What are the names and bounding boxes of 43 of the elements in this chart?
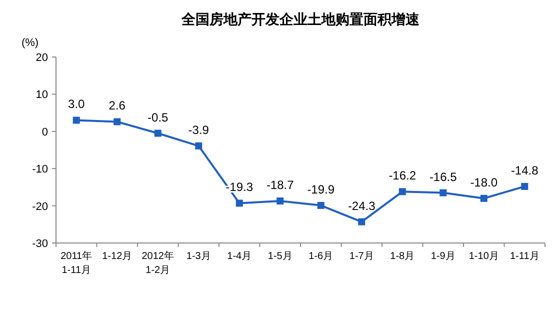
data-label: -18.0 bbox=[470, 175, 498, 190]
data-label: -19.9 bbox=[307, 182, 335, 196]
x-tick-label: 1-3月 bbox=[186, 251, 211, 262]
point bbox=[358, 218, 366, 226]
data-label: -16.2 bbox=[388, 168, 416, 183]
x-tick-label: 1-8月 bbox=[390, 251, 415, 262]
point bbox=[114, 118, 121, 126]
y-tick-label: 10 bbox=[36, 89, 48, 102]
data-label: 2.6 bbox=[108, 98, 126, 113]
x-tick-label: 2011年 1-11月 bbox=[60, 250, 92, 276]
y-tick-label: -30 bbox=[32, 238, 48, 250]
chart-title: 全国房地产开发企业土地购置面积增速 bbox=[180, 11, 420, 27]
data-label: -3.9 bbox=[188, 122, 210, 137]
point bbox=[440, 189, 447, 196]
y-tick-label: 0 bbox=[42, 126, 48, 138]
point bbox=[398, 188, 406, 196]
x-tick-label: 1-9月 bbox=[430, 251, 456, 262]
point bbox=[195, 142, 202, 150]
x-tick-label: 2012年 1-2月 bbox=[142, 250, 174, 276]
point bbox=[154, 130, 162, 137]
x-tick-label: 1-7月 bbox=[349, 251, 374, 262]
y-tick-label: -20 bbox=[32, 200, 48, 213]
data-label: -0.5 bbox=[148, 110, 169, 124]
point bbox=[236, 200, 243, 207]
x-tick-label: 1-4月 bbox=[227, 251, 252, 262]
point bbox=[72, 116, 80, 124]
data-label: -16.5 bbox=[429, 170, 458, 184]
point bbox=[317, 202, 324, 209]
x-tick-label: 1-11月 bbox=[510, 251, 540, 262]
data-label: 3.0 bbox=[68, 97, 86, 112]
x-tick-label: 1-5月 bbox=[268, 251, 292, 262]
point bbox=[276, 197, 284, 204]
point bbox=[521, 182, 528, 190]
x-tick-label: 1-6月 bbox=[308, 251, 334, 262]
x-tick-label: 1-10月 bbox=[468, 251, 499, 262]
data-label: -18.7 bbox=[266, 178, 294, 192]
data-label: -14.8 bbox=[510, 163, 539, 178]
y-tick-label: -10 bbox=[32, 164, 48, 176]
data-label: -24.3 bbox=[348, 198, 376, 213]
point bbox=[480, 194, 488, 202]
y-axis-title: (%) bbox=[21, 37, 39, 49]
y-tick-label: 20 bbox=[36, 52, 48, 64]
x-tick-label: 1-12月 bbox=[102, 251, 132, 262]
